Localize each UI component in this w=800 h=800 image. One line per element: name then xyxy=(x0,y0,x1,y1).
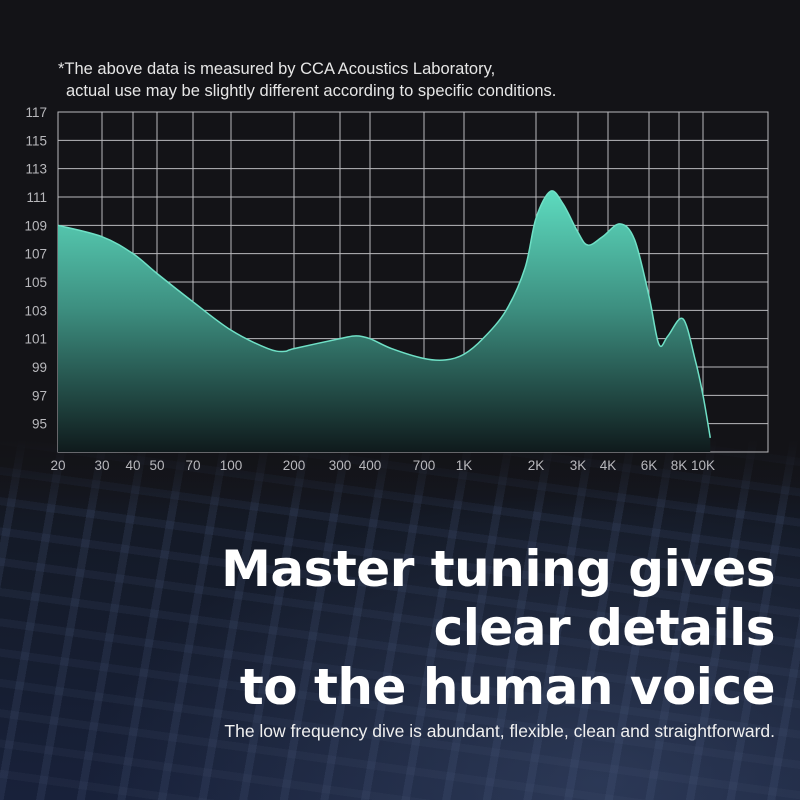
note-line-2: actual use may be slightly different acc… xyxy=(66,82,557,100)
y-tick-label: 101 xyxy=(24,332,47,347)
note-line-1: *The above data is measured by CCA Acous… xyxy=(58,60,496,78)
x-tick-label: 40 xyxy=(125,458,140,473)
x-tick-label: 2K xyxy=(528,458,545,473)
y-tick-label: 113 xyxy=(25,162,47,177)
x-tick-label: 400 xyxy=(359,458,382,473)
x-tick-label: 100 xyxy=(220,458,243,473)
chart-grid xyxy=(57,111,769,453)
x-tick-label: 200 xyxy=(283,458,306,473)
x-tick-label: 6K xyxy=(641,458,658,473)
y-tick-label: 109 xyxy=(24,218,47,233)
subtitle: The low frequency dive is abundant, flex… xyxy=(224,721,775,741)
headline-line-3: to the human voice xyxy=(239,658,776,716)
y-tick-label: 97 xyxy=(32,388,47,403)
y-tick-label: 99 xyxy=(32,360,47,375)
headline-line-1: Master tuning gives xyxy=(221,540,775,598)
x-tick-label: 70 xyxy=(185,458,200,473)
y-tick-label: 111 xyxy=(26,190,47,205)
x-tick-label: 4K xyxy=(600,458,617,473)
x-tick-label: 20 xyxy=(50,458,65,473)
x-axis-ticks: 20 30 40 50 70 100 200 300 400 700 1K 2K 3K 4K 6K 8K 10K xyxy=(50,458,715,473)
x-tick-label: 1K xyxy=(456,458,473,473)
measurement-note: *The above data is measured by CCA Acous… xyxy=(58,58,556,102)
response-curve xyxy=(57,190,712,438)
y-tick-label: 117 xyxy=(25,105,47,120)
x-tick-label: 10K xyxy=(691,458,715,473)
x-tick-label: 8K xyxy=(671,458,688,473)
headline: Master tuning gives clear details to the… xyxy=(221,540,775,717)
mixing-console-background xyxy=(0,440,800,800)
headline-line-2: clear details xyxy=(433,599,776,657)
x-tick-label: 3K xyxy=(570,458,587,473)
y-tick-label: 95 xyxy=(32,417,47,432)
y-tick-label: 107 xyxy=(24,247,47,262)
x-tick-label: 300 xyxy=(329,458,352,473)
y-tick-label: 103 xyxy=(24,303,47,318)
frequency-response-chart: 117 115 113 111 109 107 105 103 101 99 97 95 20 30 40… xyxy=(24,105,769,473)
y-axis-ticks: 117 115 113 111 109 107 105 103 101 99 97 95 xyxy=(24,105,47,432)
y-tick-label: 105 xyxy=(24,275,47,290)
x-tick-label: 50 xyxy=(149,458,164,473)
x-tick-label: 700 xyxy=(413,458,436,473)
x-tick-label: 30 xyxy=(94,458,109,473)
response-area xyxy=(58,190,711,452)
y-tick-label: 115 xyxy=(25,133,47,148)
